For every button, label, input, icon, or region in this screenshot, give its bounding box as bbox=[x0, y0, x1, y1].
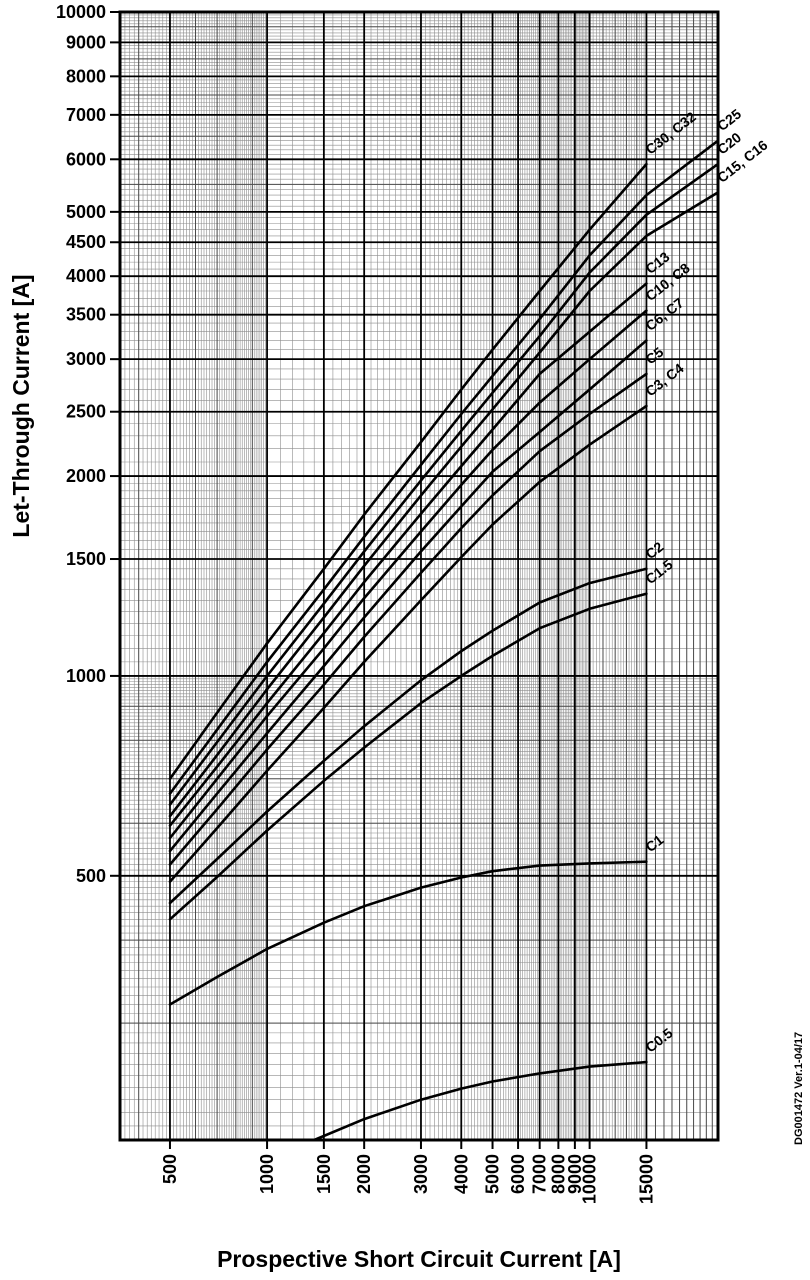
y-tick-label: 4500 bbox=[66, 232, 106, 252]
curve-c5 bbox=[168, 372, 648, 866]
x-axis-title: Prospective Short Circuit Current [A] bbox=[217, 1246, 621, 1272]
y-tick-label: 1000 bbox=[66, 666, 106, 686]
grid-major bbox=[120, 11, 718, 1140]
y-tick-label: 3000 bbox=[66, 349, 106, 369]
curves bbox=[168, 139, 720, 1142]
y-tick-label: 2000 bbox=[66, 466, 106, 486]
x-tick-label: 15000 bbox=[636, 1154, 656, 1204]
y-tick-label: 2500 bbox=[66, 402, 106, 422]
curve-c3-c4 bbox=[168, 404, 648, 883]
x-tick-label: 5000 bbox=[483, 1154, 503, 1194]
axis-tick-labels: 5001000150020002500300035004000450050006… bbox=[56, 2, 657, 1204]
y-tick-label: 9000 bbox=[66, 32, 106, 52]
curve-label: C0.5 bbox=[642, 1025, 675, 1056]
y-tick-label: 7000 bbox=[66, 105, 106, 125]
y-tick-label: 1500 bbox=[66, 549, 106, 569]
y-tick-label: 6000 bbox=[66, 149, 106, 169]
curve-c0.5 bbox=[312, 1060, 648, 1142]
x-tick-label: 500 bbox=[160, 1154, 180, 1184]
y-tick-label: 500 bbox=[76, 866, 106, 886]
x-tick-label: 3000 bbox=[411, 1154, 431, 1194]
x-tick-label: 2000 bbox=[354, 1154, 374, 1194]
curve-c2 bbox=[168, 567, 648, 905]
x-tick-label: 4000 bbox=[451, 1154, 471, 1194]
curve-c6-c7 bbox=[168, 339, 648, 853]
curve-c30-c32 bbox=[168, 162, 648, 781]
y-tick-label: 4000 bbox=[66, 266, 106, 286]
x-tick-label: 9000 bbox=[565, 1154, 585, 1194]
x-tick-label: 6000 bbox=[508, 1154, 528, 1194]
curve-c10-c8 bbox=[168, 309, 648, 840]
plot-border bbox=[118, 10, 720, 1142]
x-tick-label: 1500 bbox=[314, 1154, 334, 1194]
curve-c25 bbox=[168, 139, 720, 795]
y-tick-label: 5000 bbox=[66, 202, 106, 222]
curve-c15-c16 bbox=[168, 191, 720, 818]
curve-c13 bbox=[168, 282, 648, 827]
curve-c1 bbox=[168, 860, 648, 1006]
y-tick-label: 10000 bbox=[56, 2, 106, 22]
y-axis-title: Let-Through Current [A] bbox=[8, 274, 34, 538]
x-tick-label: 7000 bbox=[530, 1154, 550, 1194]
y-tick-label: 3500 bbox=[66, 305, 106, 325]
y-tick-label: 8000 bbox=[66, 66, 106, 86]
x-tick-label: 8000 bbox=[548, 1154, 568, 1194]
curve-label: C3, C4 bbox=[642, 360, 686, 400]
curve-c20 bbox=[168, 162, 720, 806]
curve-label: C1.5 bbox=[642, 556, 675, 587]
x-tick-label: 10000 bbox=[580, 1154, 600, 1204]
x-tick-label: 1000 bbox=[257, 1154, 277, 1194]
doc-code: DG001472 Ver.1-04/17 bbox=[793, 1031, 805, 1145]
curve-c1.5 bbox=[168, 592, 648, 921]
